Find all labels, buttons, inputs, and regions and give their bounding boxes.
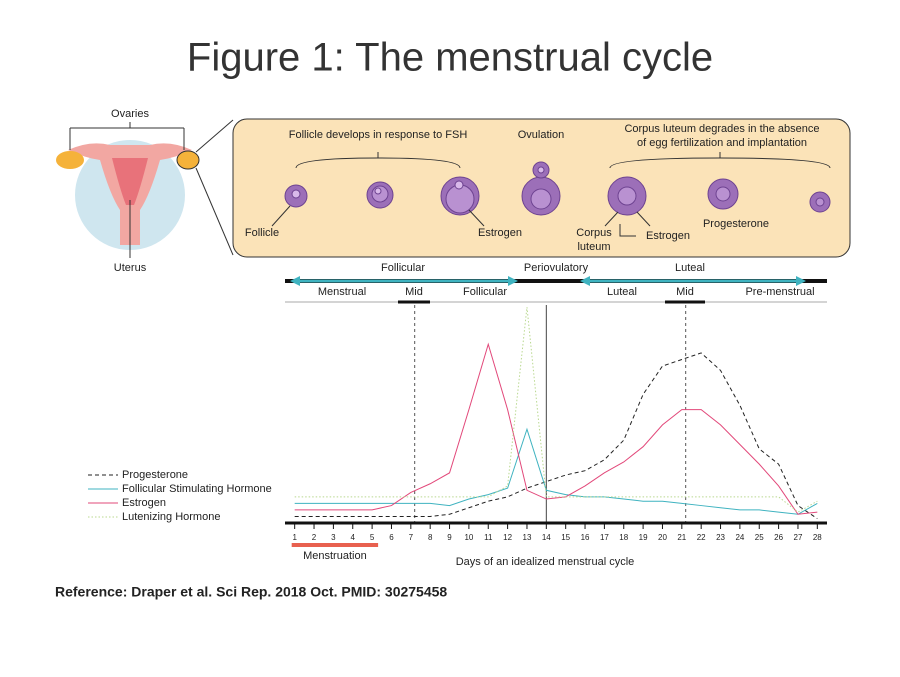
stage-header: Follicle develops in response to FSH: [289, 129, 468, 141]
x-tick-label: 16: [581, 533, 590, 542]
x-tick-label: 13: [523, 533, 532, 542]
x-tick-label: 12: [503, 533, 512, 542]
x-tick-label: 7: [409, 533, 414, 542]
reference: Reference: Draper et al. Sci Rep. 2018 O…: [55, 584, 447, 600]
x-tick-label: 20: [658, 533, 667, 542]
corpus-label: Corpus: [576, 227, 612, 239]
x-tick-label: 5: [370, 533, 375, 542]
x-tick-label: 4: [351, 533, 356, 542]
subphase-label: Follicular: [463, 286, 507, 298]
x-tick-label: 21: [677, 533, 686, 542]
x-tick-label: 2: [312, 533, 317, 542]
phase-label: Periovulatory: [524, 262, 589, 274]
follicle-icons: [271, 152, 831, 237]
legend-label: Estrogen: [122, 497, 166, 509]
subphase-label: Mid: [405, 286, 423, 298]
x-tick-label: 26: [774, 533, 783, 542]
series-line: [294, 307, 818, 513]
x-tick-label: 18: [619, 533, 628, 542]
x-tick-label: 24: [735, 533, 744, 542]
x-tick-label: 3: [331, 533, 336, 542]
series-line: [294, 352, 818, 520]
x-tick-label: 6: [389, 533, 394, 542]
x-tick-label: 15: [561, 533, 570, 542]
x-tick-label: 23: [716, 533, 725, 542]
stage-header: Corpus luteum degrades in the absence: [624, 123, 819, 135]
x-tick-label: 28: [813, 533, 822, 542]
series-line: [294, 427, 818, 515]
subphase-label: Mid: [676, 286, 694, 298]
follicle-label: Follicle: [245, 227, 279, 239]
x-tick-label: 8: [428, 533, 433, 542]
x-tick-label: 10: [464, 533, 473, 542]
x-tick-label: 11: [484, 533, 493, 542]
uterus-label: Uterus: [114, 262, 147, 274]
x-tick-label: 9: [447, 533, 452, 542]
phase-label: Luteal: [675, 262, 705, 274]
x-tick-label: 19: [639, 533, 648, 542]
stage-header: of egg fertilization and implantation: [637, 137, 807, 149]
x-tick-label: 22: [697, 533, 706, 542]
series-line: [294, 342, 818, 515]
x-tick-label: 17: [600, 533, 609, 542]
estrogen-label: Estrogen: [646, 230, 690, 242]
progesterone-label: Progesterone: [703, 218, 769, 230]
subphase-label: Pre-menstrual: [745, 286, 814, 298]
x-tick-label: 1: [292, 533, 297, 542]
corpus-label: luteum: [577, 241, 610, 253]
x-axis-title: Days of an idealized menstrual cycle: [456, 556, 635, 568]
stage-header: Ovulation: [518, 129, 564, 141]
x-tick-label: 25: [755, 533, 764, 542]
x-tick-label: 14: [542, 533, 551, 542]
phase-bars: [285, 276, 827, 304]
subphase-label: Menstrual: [318, 286, 366, 298]
ovaries-label: Ovaries: [111, 108, 149, 120]
menstruation-label: Menstruation: [303, 550, 367, 562]
subphase-label: Luteal: [607, 286, 637, 298]
legend-label: Progesterone: [122, 469, 188, 481]
phase-label: Follicular: [381, 262, 425, 274]
legend-label: Follicular Stimulating Hormone: [122, 483, 272, 495]
estrogen-label: Estrogen: [478, 227, 522, 239]
figure-title: Figure 1: The menstrual cycle: [187, 36, 713, 80]
x-tick-label: 27: [794, 533, 803, 542]
legend-label: Lutenizing Hormone: [122, 511, 220, 523]
uterus-illustration: [56, 119, 234, 258]
